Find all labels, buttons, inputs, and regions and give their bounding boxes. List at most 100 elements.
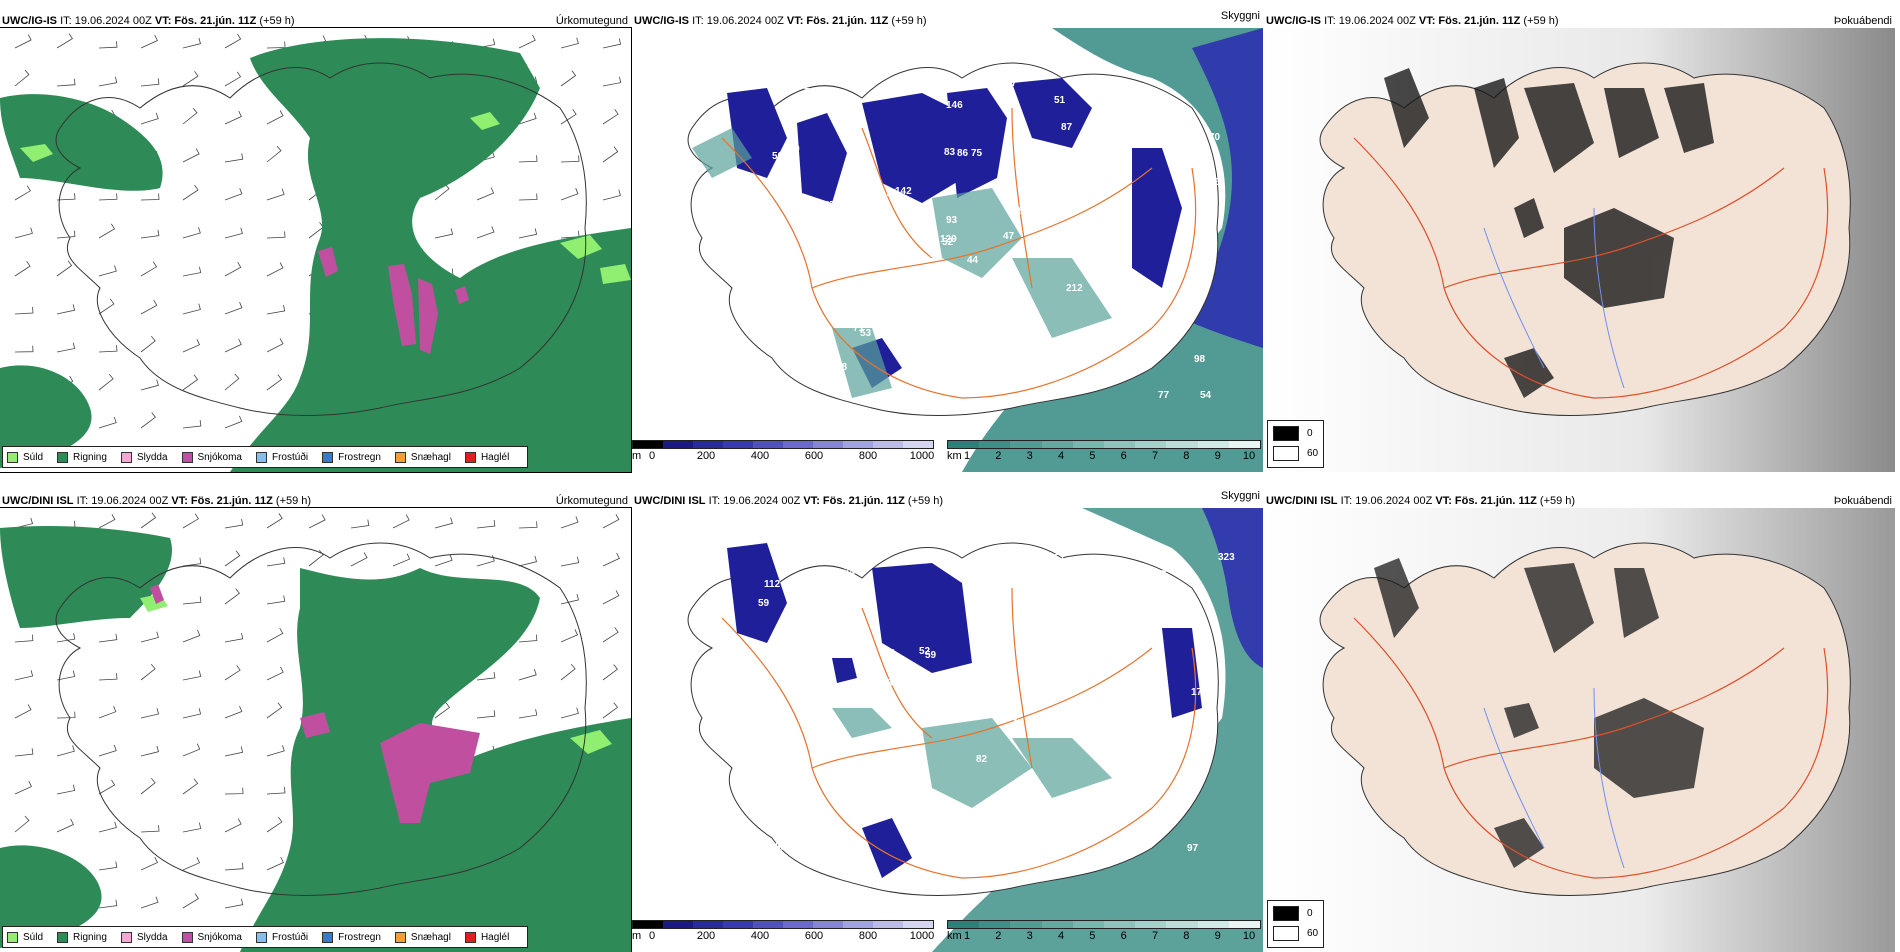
- visibility-label: 239: [783, 144, 800, 155]
- visibility-label: 51: [1054, 553, 1066, 564]
- visibility-label: 98: [940, 347, 952, 358]
- visibility-label: 54: [1200, 390, 1212, 401]
- colorbar-tick: 1: [963, 450, 971, 462]
- wind-barb: [602, 76, 622, 87]
- legend-swatch: [181, 931, 193, 943]
- wind-barb: [560, 188, 579, 201]
- legend-item: Haglél: [464, 451, 509, 463]
- legend-label: Snjókoma: [197, 931, 242, 943]
- fog-areas: [1384, 68, 1714, 398]
- wind-barb: [98, 514, 116, 529]
- panel-title: Þokuábendi: [1833, 15, 1892, 27]
- panel-title: Úrkomutegund: [555, 15, 628, 27]
- visibility-label: 87: [1061, 122, 1073, 133]
- legend-item: Slydda: [120, 451, 168, 463]
- wind-barb: [98, 223, 116, 239]
- wind-barb: [224, 302, 243, 315]
- wind-barb: [224, 227, 243, 239]
- visibility-label: 77: [1158, 390, 1170, 401]
- visibility-label: 74: [804, 87, 816, 98]
- legend-item: Haglél: [464, 931, 509, 943]
- panel-header: UWC/IG-IS IT: 19.06.2024 00Z VT: Fös. 21…: [1266, 15, 1559, 27]
- legend-swatch: [1273, 926, 1299, 941]
- visibility-label: 47: [1003, 231, 1015, 242]
- wind-barb: [560, 516, 579, 529]
- wind-barb: [266, 41, 286, 49]
- visibility-label: 83: [944, 147, 956, 158]
- visibility-label: 355: [1162, 564, 1179, 575]
- moderate-visibility-areas: [832, 708, 1112, 808]
- visibility-label: 53: [775, 842, 787, 853]
- wind-barb: [224, 338, 242, 353]
- visibility-label: 62: [1174, 726, 1186, 737]
- wind-barb: [14, 634, 34, 643]
- wind-barb: [182, 303, 201, 315]
- wind-barb: [98, 265, 117, 277]
- colorbar-tick: 7: [1151, 930, 1159, 942]
- wind-barb: [14, 69, 30, 87]
- rivers: [1483, 207, 1625, 389]
- iceland-outline: [687, 542, 1219, 896]
- wind-barb: [182, 420, 202, 429]
- wind-barb: [140, 412, 156, 429]
- precip-panel-bottom: UWC/DINI ISL IT: 19.06.2024 00Z VT: Fös.…: [0, 488, 632, 952]
- road-network: [721, 107, 1197, 399]
- visibility-label: 74: [844, 567, 856, 578]
- low-visibility-sea: [962, 28, 1263, 472]
- visibility-map: 44 50 52 66 86 53 51 75 87 47 74 54 49 70 52 78 61 83 91 23…: [632, 28, 1263, 472]
- wind-barb: [266, 702, 283, 719]
- wind-barb: [98, 416, 117, 429]
- colorbar-unit: m: [632, 450, 642, 462]
- wind-barb: [266, 816, 283, 833]
- visibility-label: 212: [1066, 283, 1083, 294]
- wind-barb: [140, 745, 159, 757]
- visibility-label: 52: [919, 646, 931, 657]
- wind-barb: [518, 112, 537, 125]
- rain-area: [0, 845, 102, 948]
- colorbar-tick: 400: [750, 930, 770, 942]
- visibility-label: 49: [775, 217, 787, 228]
- visibility-label: 116: [916, 808, 933, 819]
- wind-barb: [182, 557, 202, 567]
- wind-barb: [308, 514, 326, 529]
- colorbar-tick: 8: [1183, 930, 1190, 942]
- wind-barb: [518, 193, 538, 201]
- wind-barb: [224, 787, 244, 795]
- ceiling-colorbar: m 0 200 400 600 800 1000: [632, 440, 942, 468]
- wind-barb: [14, 748, 34, 757]
- visibility-label: 112: [764, 579, 781, 590]
- visibility-label: 97: [1187, 843, 1199, 854]
- legend-label: Frostregn: [338, 931, 381, 943]
- visibility-label: 79: [1027, 872, 1039, 883]
- fog-map: [1264, 28, 1895, 472]
- wind-barb: [560, 37, 579, 49]
- visibility-label: 76: [884, 648, 896, 659]
- visibility-label: 235: [792, 325, 809, 336]
- panel-header: UWC/DINI ISL IT: 19.06.2024 00Z VT: Fös.…: [1266, 495, 1576, 507]
- legend-swatch: [120, 931, 132, 943]
- visibility-label: 179: [1191, 687, 1208, 698]
- wind-barb: [182, 743, 201, 757]
- legend-swatch: [255, 931, 267, 943]
- fog-legend-item: 60: [1273, 446, 1318, 461]
- colorbar-tick: 2: [995, 450, 1002, 462]
- visibility-label: 82: [753, 376, 765, 387]
- wind-barb: [224, 550, 241, 567]
- visibility-label: 50: [772, 151, 784, 162]
- visibility-label: 61: [801, 395, 813, 406]
- wind-barb: [602, 514, 620, 529]
- wind-barb: [224, 705, 243, 719]
- wind-barb: [224, 71, 242, 87]
- wind-barb: [266, 110, 284, 125]
- visibility-label: 337: [887, 678, 904, 689]
- legend-item: Rigning: [57, 931, 107, 943]
- wind-barb: [350, 519, 370, 529]
- colorbar-tick: 8: [1183, 450, 1190, 462]
- wind-barb: [224, 898, 244, 909]
- colorbar-tick: 600: [804, 930, 824, 942]
- colorbar-tick: 200: [696, 930, 716, 942]
- road-network: [1353, 137, 1829, 399]
- wind-barb: [266, 745, 285, 757]
- wind-barb: [14, 345, 34, 353]
- visibility-value-labels: 44 50 52 66 86 53 51 75 87 47 74 54 49 70 52 78 61 83 91 23…: [737, 78, 1221, 406]
